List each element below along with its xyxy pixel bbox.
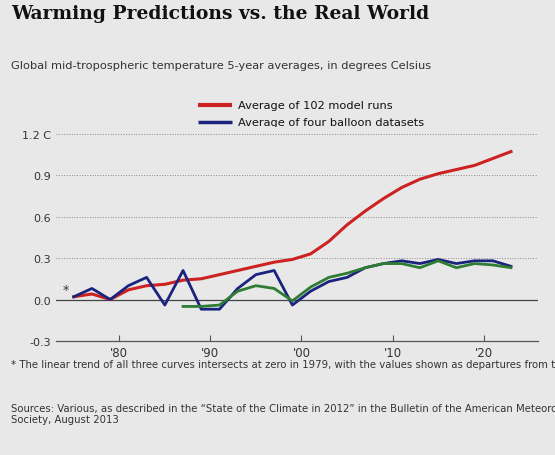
Text: Global mid-tropospheric temperature 5-year averages, in degrees Celsius: Global mid-tropospheric temperature 5-ye… <box>11 61 431 71</box>
Text: *: * <box>63 283 69 296</box>
Text: Warming Predictions vs. the Real World: Warming Predictions vs. the Real World <box>11 5 430 22</box>
Text: Average of two satellite datasets: Average of two satellite datasets <box>238 135 425 145</box>
Text: Average of four balloon datasets: Average of four balloon datasets <box>238 117 423 127</box>
Text: * The linear trend of all three curves intersects at zero in 1979, with the valu: * The linear trend of all three curves i… <box>11 359 555 369</box>
Text: Sources: Various, as described in the “State of the Climate in 2012” in the Bull: Sources: Various, as described in the “S… <box>11 403 555 424</box>
Text: Average of 102 model runs: Average of 102 model runs <box>238 100 392 110</box>
